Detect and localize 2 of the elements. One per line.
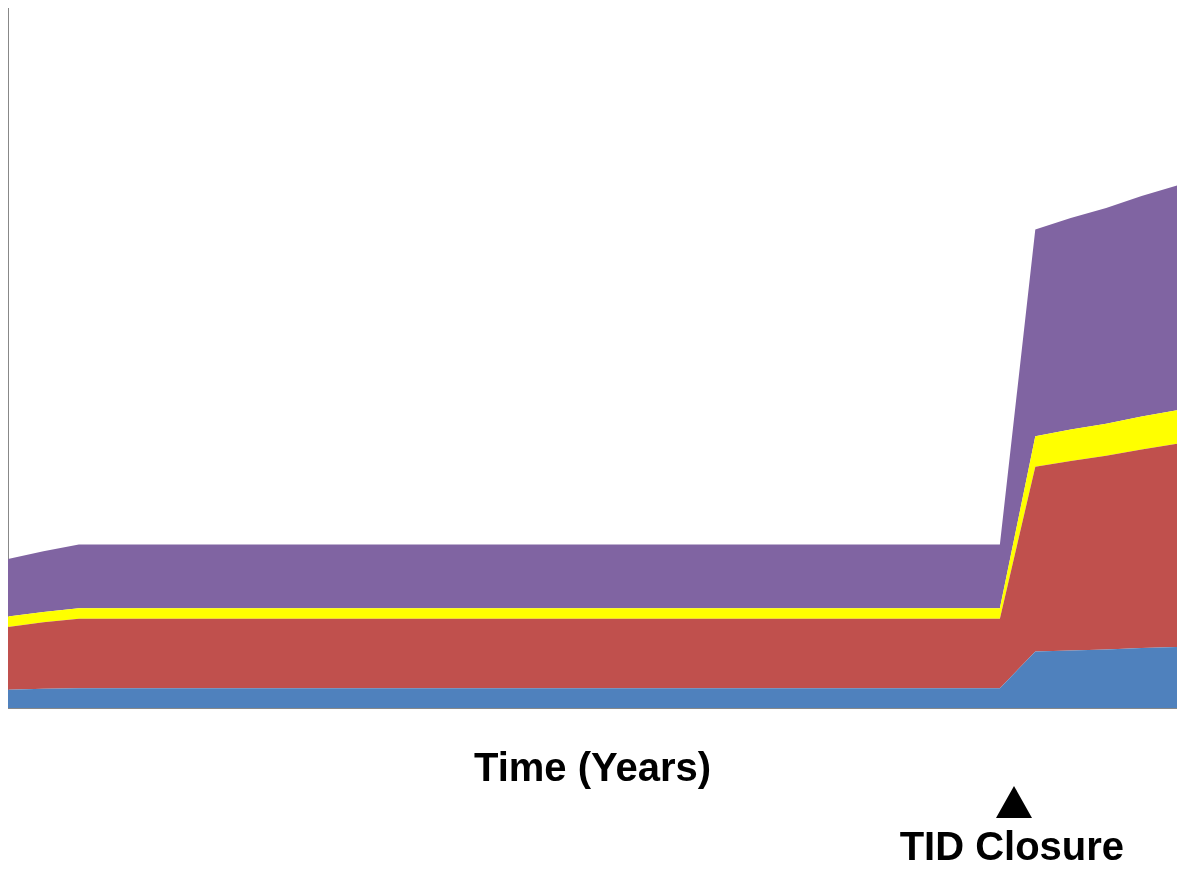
text: TID Closure bbox=[899, 824, 1125, 868]
x-axis-title: Time (Years) bbox=[473, 745, 712, 790]
